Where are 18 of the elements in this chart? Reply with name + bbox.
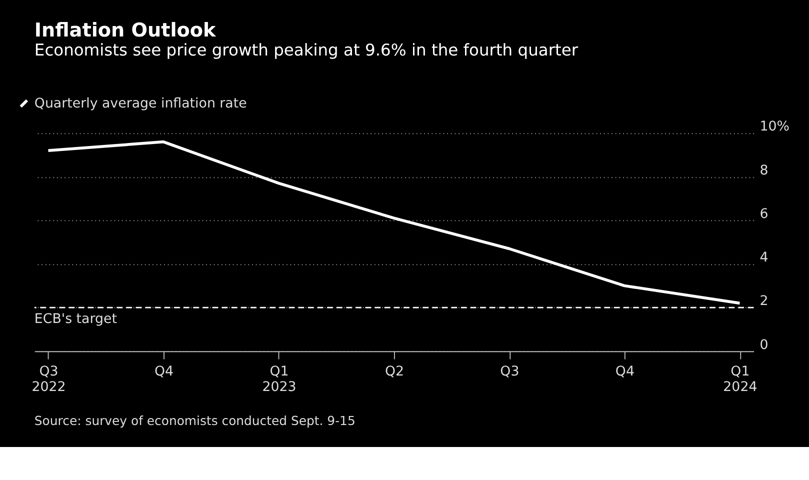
y-tick-label: 2 (760, 294, 768, 310)
y-tick-label: 8 (760, 163, 768, 178)
x-tick-label: Q1 2023 (262, 364, 296, 395)
ref-line-label: ECB's target (34, 312, 117, 327)
chart-title: Inflation Outlook (34, 18, 218, 42)
x-tick-label: Q1 2024 (723, 364, 758, 395)
x-tick-label: Q3 (500, 364, 520, 380)
y-tick-label: 4 (760, 250, 768, 266)
source-note: Source: survey of economists conducted Sept. 9-15 (34, 412, 356, 428)
x-tick-label: Q4 (615, 364, 634, 380)
x-tick-label: Q3 2022 (32, 364, 66, 395)
y-tick-label: 10% (760, 120, 790, 135)
y-tick-label: 6 (760, 206, 768, 222)
x-tick-label: Q2 (384, 364, 404, 380)
legend-label: Quarterly average inflation rate (34, 96, 247, 112)
chart-subtitle: Economists see price growth peaking at 9.6% in the fourth quarter (34, 40, 578, 60)
x-tick-label: Q4 (154, 364, 174, 380)
y-tick-label: 0 (760, 338, 768, 353)
